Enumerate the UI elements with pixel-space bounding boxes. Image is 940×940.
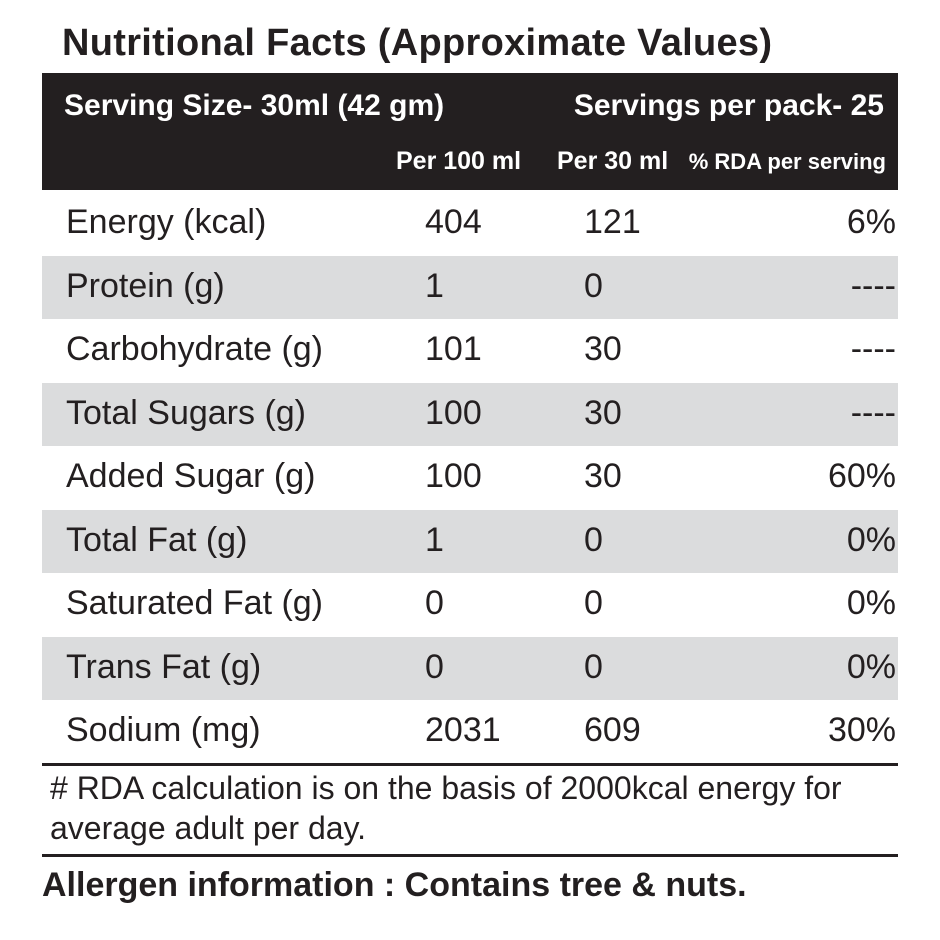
nutrient-name: Total Sugars (g) bbox=[66, 393, 306, 432]
table-row: Trans Fat (g) 0 0 0% bbox=[42, 636, 898, 700]
value-per-100ml: 404 bbox=[425, 203, 482, 241]
allergen-information: Allergen information : Contains tree & n… bbox=[42, 866, 747, 904]
value-per-100ml: 100 bbox=[425, 393, 482, 432]
value-per-30ml: 30 bbox=[584, 457, 622, 495]
value-rda: 30% bbox=[827, 711, 896, 749]
table-header: Serving Size- 30ml (42 gm) Servings per … bbox=[42, 73, 898, 190]
value-rda: ---- bbox=[850, 266, 896, 305]
table-row: Carbohydrate (g) 101 30 ---- bbox=[42, 319, 898, 383]
value-rda: 6% bbox=[846, 203, 896, 241]
nutrient-name: Energy (kcal) bbox=[66, 203, 267, 241]
rda-footnote: # RDA calculation is on the basis of 200… bbox=[50, 770, 842, 846]
nutrient-name: Trans Fat (g) bbox=[66, 647, 262, 686]
divider bbox=[42, 763, 898, 766]
table-row: Total Sugars (g) 100 30 ---- bbox=[42, 382, 898, 446]
value-per-30ml: 0 bbox=[584, 266, 603, 305]
column-header-per-100ml: Per 100 ml bbox=[396, 147, 522, 175]
table-row: Sodium (mg) 2031 609 30% bbox=[42, 700, 898, 764]
divider bbox=[42, 854, 898, 857]
nutrient-name: Saturated Fat (g) bbox=[66, 584, 324, 622]
value-rda: ---- bbox=[850, 393, 896, 432]
value-per-30ml: 0 bbox=[584, 520, 603, 559]
value-per-30ml: 0 bbox=[584, 647, 603, 686]
value-per-100ml: 0 bbox=[425, 647, 444, 686]
servings-per-pack: Servings per pack- 25 bbox=[573, 89, 884, 122]
table-row: Total Fat (g) 1 0 0% bbox=[42, 509, 898, 573]
table-row: Energy (kcal) 404 121 6% bbox=[42, 192, 898, 256]
table-row: Protein (g) 1 0 ---- bbox=[42, 255, 898, 319]
value-per-100ml: 2031 bbox=[425, 711, 501, 749]
value-per-100ml: 100 bbox=[425, 457, 482, 495]
value-per-30ml: 30 bbox=[584, 330, 622, 368]
nutrient-name: Carbohydrate (g) bbox=[66, 330, 324, 368]
nutrient-name: Added Sugar (g) bbox=[66, 457, 316, 495]
value-per-100ml: 101 bbox=[425, 330, 482, 368]
table-row: Added Sugar (g) 100 30 60% bbox=[42, 446, 898, 510]
value-rda: 0% bbox=[846, 584, 896, 622]
column-header-rda: % RDA per serving bbox=[688, 149, 886, 174]
value-rda: ---- bbox=[850, 330, 896, 368]
nutrient-name: Sodium (mg) bbox=[66, 711, 261, 749]
column-header-per-30ml: Per 30 ml bbox=[557, 147, 669, 175]
value-per-30ml: 0 bbox=[584, 584, 603, 622]
nutrition-table-body: Energy (kcal) 404 121 6% Protein (g) 1 0… bbox=[42, 192, 898, 764]
value-rda: 0% bbox=[846, 520, 896, 559]
value-per-100ml: 1 bbox=[425, 266, 444, 305]
value-rda: 0% bbox=[846, 647, 896, 686]
table-row: Saturated Fat (g) 0 0 0% bbox=[42, 573, 898, 637]
value-per-100ml: 1 bbox=[425, 520, 444, 559]
value-per-100ml: 0 bbox=[425, 584, 444, 622]
value-per-30ml: 121 bbox=[584, 203, 641, 241]
value-rda: 60% bbox=[827, 457, 896, 495]
value-per-30ml: 30 bbox=[584, 393, 622, 432]
page-title: Nutritional Facts (Approximate Values) bbox=[62, 22, 773, 64]
nutrient-name: Protein (g) bbox=[66, 266, 225, 305]
value-per-30ml: 609 bbox=[584, 711, 641, 749]
serving-size: Serving Size- 30ml (42 gm) bbox=[64, 89, 445, 122]
nutrient-name: Total Fat (g) bbox=[66, 520, 248, 559]
